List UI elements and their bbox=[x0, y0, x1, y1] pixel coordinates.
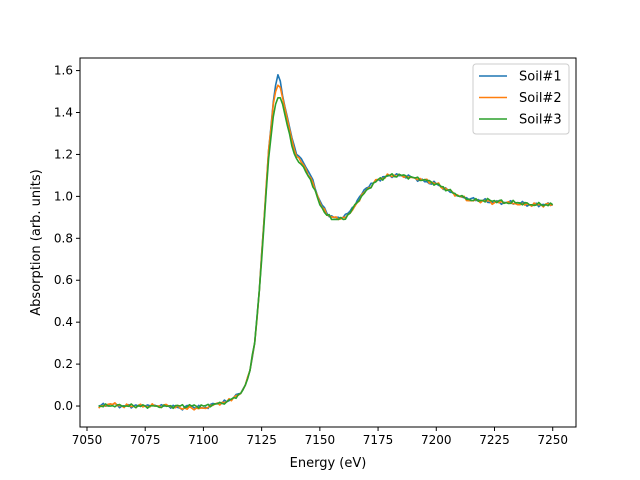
legend-label: Soil#2 bbox=[519, 91, 562, 106]
series-line bbox=[98, 97, 554, 410]
y-tick-label: 0.4 bbox=[54, 315, 73, 329]
y-tick-label: 0.2 bbox=[54, 357, 73, 371]
x-axis: 7050 7075 7100 7125 7150 7175 7200 7225 7250 bbox=[72, 427, 568, 447]
legend-box bbox=[472, 63, 570, 135]
y-tick-label: 1.4 bbox=[54, 106, 73, 120]
x-tick-label: 7100 bbox=[188, 433, 219, 447]
y-tick-label: 1.0 bbox=[54, 189, 73, 203]
plot-frame bbox=[79, 57, 577, 428]
y-tick-label: 0.8 bbox=[54, 231, 73, 245]
y-axis: 0.0 0.2 0.4 0.6 0.8 1.0 1.2 1.4 1.6 bbox=[54, 64, 80, 413]
legend: Soil#1 Soil#2 Soil#3 bbox=[472, 63, 570, 135]
x-tick-label: 7150 bbox=[305, 433, 336, 447]
series-lines bbox=[98, 73, 554, 411]
x-tick-label: 7225 bbox=[479, 433, 510, 447]
x-tick-label: 7075 bbox=[130, 433, 161, 447]
x-axis-label: Energy (eV) bbox=[290, 456, 367, 471]
x-tick-label: 7175 bbox=[363, 433, 394, 447]
y-tick-label: 0.0 bbox=[54, 399, 73, 413]
y-axis-label: Absorption (arb. units) bbox=[29, 169, 44, 315]
x-tick-label: 7125 bbox=[246, 433, 277, 447]
y-tick-label: 1.6 bbox=[54, 64, 73, 78]
legend-label: Soil#1 bbox=[519, 70, 562, 85]
y-tick-label: 0.6 bbox=[54, 273, 73, 287]
x-tick-label: 7200 bbox=[421, 433, 452, 447]
legend-label: Soil#3 bbox=[519, 113, 562, 128]
x-tick-label: 7250 bbox=[537, 433, 568, 447]
x-tick-label: 7050 bbox=[72, 433, 103, 447]
y-tick-label: 1.2 bbox=[54, 147, 73, 161]
